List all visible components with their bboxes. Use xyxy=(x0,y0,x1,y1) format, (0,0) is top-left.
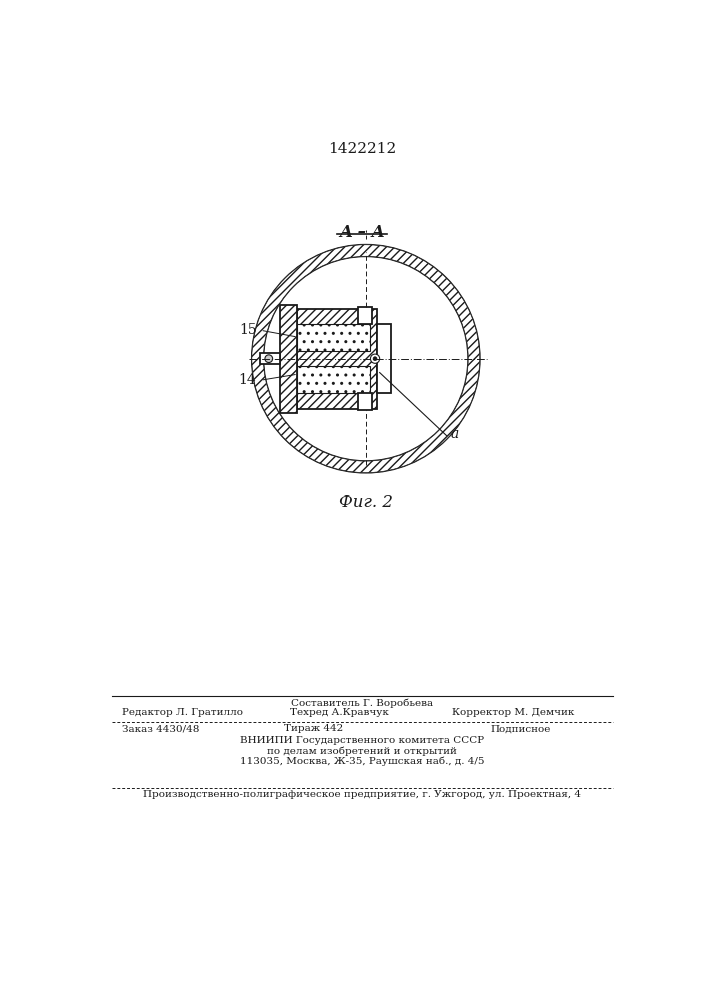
Circle shape xyxy=(265,355,273,363)
Circle shape xyxy=(370,354,380,363)
Text: Производственно-полиграфическое предприятие, г. Ужгород, ул. Проектная, 4: Производственно-полиграфическое предприя… xyxy=(143,790,581,799)
Text: A – A: A – A xyxy=(339,224,385,241)
Text: Подписное: Подписное xyxy=(491,724,551,733)
Text: 113035, Москва, Ж-35, Раушская наб., д. 4/5: 113035, Москва, Ж-35, Раушская наб., д. … xyxy=(240,756,484,766)
Text: ВНИИПИ Государственного комитета СССР: ВНИИПИ Государственного комитета СССР xyxy=(240,736,484,745)
Text: 14: 14 xyxy=(239,373,257,387)
Bar xyxy=(358,307,372,324)
Text: Техред А.Кравчук: Техред А.Кравчук xyxy=(291,708,390,717)
Text: Составитель Г. Воробьева: Составитель Г. Воробьева xyxy=(291,698,433,708)
Bar xyxy=(378,324,391,393)
Text: Редактор Л. Гратилло: Редактор Л. Гратилло xyxy=(122,708,243,717)
Text: Заказ 4430/48: Заказ 4430/48 xyxy=(122,724,200,733)
Text: 15: 15 xyxy=(239,323,257,337)
Bar xyxy=(279,305,296,413)
Bar xyxy=(358,393,372,410)
Circle shape xyxy=(373,357,377,361)
Bar xyxy=(260,353,279,364)
Text: Корректор М. Демчик: Корректор М. Демчик xyxy=(452,708,574,717)
Bar xyxy=(296,366,370,393)
Text: a: a xyxy=(450,427,459,441)
Bar xyxy=(296,324,370,351)
Bar xyxy=(296,309,378,409)
Text: по делам изобретений и открытий: по делам изобретений и открытий xyxy=(267,746,457,756)
Text: Тираж 442: Тираж 442 xyxy=(284,724,343,733)
Text: 1422212: 1422212 xyxy=(328,142,396,156)
Text: Фиг. 2: Фиг. 2 xyxy=(339,494,393,511)
